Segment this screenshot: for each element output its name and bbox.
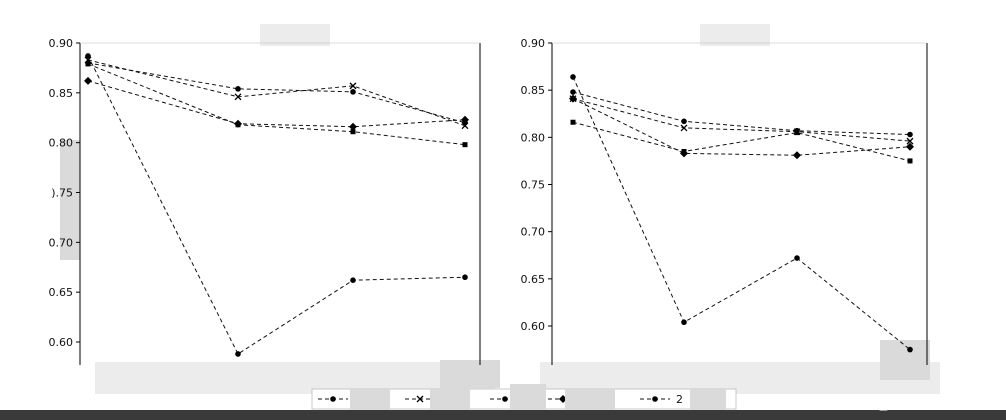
blurred-overlays	[60, 24, 940, 394]
data-point	[793, 151, 801, 160]
y-tick-label: 0.60	[521, 320, 546, 333]
data-point	[681, 118, 687, 125]
data-point	[349, 122, 357, 131]
series-2	[84, 56, 469, 130]
right-chart: 0.90 0.85 0.80 0.75 0.70 0.65 0.60	[521, 37, 928, 365]
series-line	[87, 62, 466, 124]
data-point	[681, 148, 687, 154]
data-point	[906, 142, 914, 151]
data-point	[906, 137, 914, 145]
data-point	[462, 274, 468, 281]
series-line	[87, 55, 466, 355]
series-5	[85, 61, 468, 148]
bottom-bar	[0, 410, 1006, 420]
axes: 0.90 0.85 0.80 0.75 0.70 0.65 0.60	[521, 37, 928, 365]
series-line	[572, 98, 911, 156]
data-point	[462, 142, 468, 148]
series-4	[84, 76, 469, 131]
legend-label: 2	[676, 393, 683, 406]
data-point	[350, 277, 356, 284]
y-tick-label: 0.85	[49, 87, 74, 100]
series-line	[87, 63, 466, 146]
y-tick-label: 0.60	[49, 336, 74, 349]
legend-obscured	[430, 388, 470, 410]
data-point	[235, 351, 241, 357]
data-point	[461, 115, 469, 124]
axes: 0.90 0.85 0.80 ).75 0.70 0.65 0.60	[49, 37, 481, 365]
legend-entry	[318, 396, 348, 402]
data-point	[350, 129, 356, 135]
data-point	[907, 158, 913, 164]
series-1	[570, 74, 913, 353]
y-tick-label: 0.65	[521, 273, 546, 286]
series-3	[570, 89, 913, 138]
data-point	[907, 346, 913, 353]
y-tick-label: 0.80	[521, 131, 546, 144]
legend-obscured	[565, 388, 615, 410]
legend-entry: 2	[640, 393, 683, 406]
data-point	[680, 124, 688, 132]
series-line	[87, 80, 466, 128]
data-point	[907, 131, 913, 138]
series-line	[572, 76, 911, 350]
series-line	[572, 121, 911, 162]
data-point	[234, 93, 242, 101]
data-point	[349, 82, 357, 90]
legend-obscured	[690, 388, 726, 410]
data-point	[235, 86, 241, 92]
legend: 2	[311, 384, 737, 410]
y-tick-label: 0.70	[49, 236, 74, 249]
data-point	[569, 94, 577, 103]
data-point	[794, 255, 800, 261]
series-line	[572, 98, 911, 142]
y-tick-label: 0.80	[49, 137, 74, 150]
y-tick-label: 0.65	[49, 286, 74, 299]
data-point	[85, 61, 91, 67]
legend-obscured	[350, 388, 390, 410]
left-chart: 0.90 0.85 0.80 ).75 0.70 0.65 0.60	[49, 37, 481, 365]
data-point	[570, 89, 576, 95]
series-line	[87, 59, 466, 127]
data-point	[84, 76, 92, 85]
legend-marker	[652, 396, 658, 402]
series-5	[570, 119, 913, 164]
legend-marker	[416, 395, 424, 403]
data-point	[235, 122, 241, 128]
series-2	[569, 95, 914, 145]
legend-marker	[502, 396, 508, 402]
series-3	[85, 60, 468, 126]
legend-obscured	[510, 384, 546, 410]
y-tick-label: 0.70	[521, 226, 546, 239]
series-line	[572, 91, 911, 136]
y-tick-label: 0.90	[49, 37, 74, 50]
data-point	[570, 119, 576, 125]
data-point	[794, 130, 800, 136]
legend-marker	[330, 396, 336, 402]
y-tick-label: ).75	[51, 187, 73, 200]
y-tick-label: 0.90	[521, 37, 546, 50]
data-point	[85, 53, 91, 59]
y-tick-label: 0.85	[521, 84, 546, 97]
watermark-text: CSDN @qq_903012463	[798, 393, 973, 412]
series-1	[85, 53, 468, 357]
data-point	[681, 319, 687, 326]
y-tick-label: 0.75	[521, 179, 546, 192]
data-point	[350, 89, 356, 95]
data-point	[570, 74, 576, 80]
